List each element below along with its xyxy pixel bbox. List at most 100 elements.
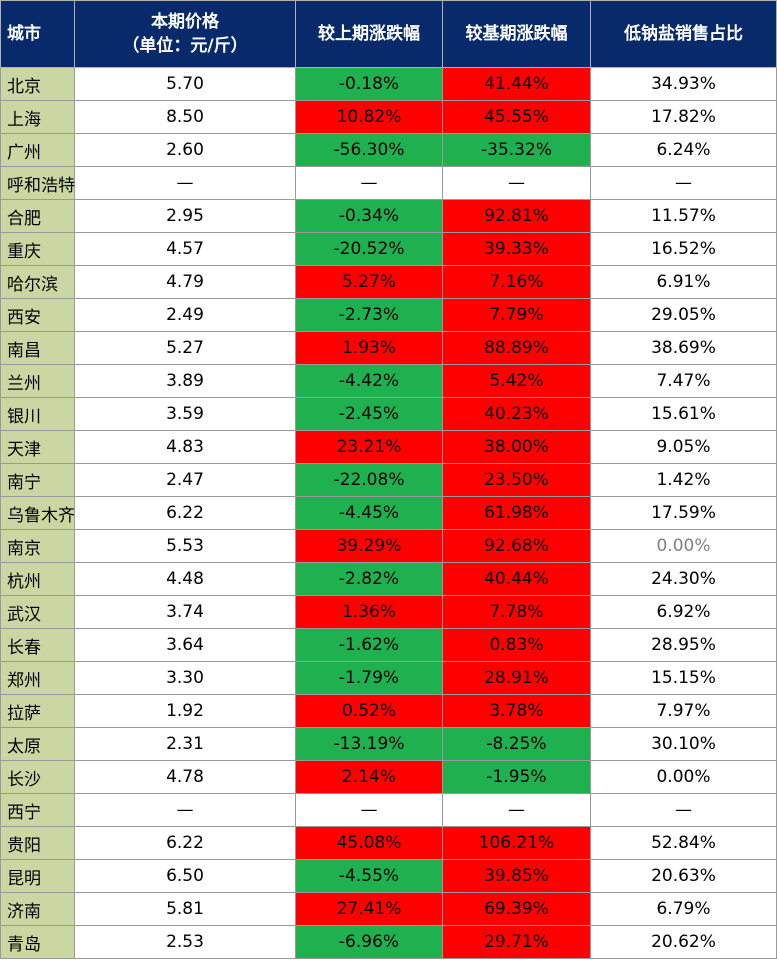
vs-last-cell: -1.62% bbox=[295, 628, 443, 662]
vs-last-cell: -0.18% bbox=[295, 67, 443, 101]
low-sodium-cell: 16.52% bbox=[590, 232, 777, 266]
vs-base-cell: 29.71% bbox=[442, 925, 591, 959]
price-cell: 4.79 bbox=[74, 265, 296, 299]
price-cell: 6.50 bbox=[74, 859, 296, 893]
table-row: 兰州 3.89 -4.42% 5.42% 7.47% bbox=[0, 364, 777, 398]
low-sodium-cell: 20.62% bbox=[590, 925, 777, 959]
city-cell: 青岛 bbox=[0, 925, 75, 959]
vs-base-cell: 5.42% bbox=[442, 364, 591, 398]
city-cell: 上海 bbox=[0, 100, 75, 134]
price-cell: 1.92 bbox=[74, 694, 296, 728]
vs-last-cell: 1.93% bbox=[295, 331, 443, 365]
table-row: 贵阳 6.22 45.08% 106.21% 52.84% bbox=[0, 826, 777, 860]
vs-base-cell: 41.44% bbox=[442, 67, 591, 101]
vs-base-cell: -35.32% bbox=[442, 133, 591, 167]
table-body: 北京 5.70 -0.18% 41.44% 34.93% 上海 8.50 10.82% 45.5… bbox=[0, 67, 777, 959]
price-cell: 3.59 bbox=[74, 397, 296, 431]
price-cell: 5.27 bbox=[74, 331, 296, 365]
table-row: 南宁 2.47 -22.08% 23.50% 1.42% bbox=[0, 463, 777, 497]
low-sodium-cell: 15.15% bbox=[590, 661, 777, 695]
low-sodium-cell: — bbox=[590, 166, 777, 200]
vs-base-cell: 45.55% bbox=[442, 100, 591, 134]
table-row: 哈尔滨 4.79 5.27% 7.16% 6.91% bbox=[0, 265, 777, 299]
city-cell: 广州 bbox=[0, 133, 75, 167]
header-vs-last: 较上期涨跌幅 bbox=[295, 0, 443, 68]
vs-last-cell: 0.52% bbox=[295, 694, 443, 728]
price-cell: 5.53 bbox=[74, 529, 296, 563]
vs-last-cell: -22.08% bbox=[295, 463, 443, 497]
low-sodium-cell: 6.79% bbox=[590, 892, 777, 926]
table-row: 上海 8.50 10.82% 45.55% 17.82% bbox=[0, 100, 777, 134]
table-row: 乌鲁木齐 6.22 -4.45% 61.98% 17.59% bbox=[0, 496, 777, 530]
table-row: 拉萨 1.92 0.52% 3.78% 7.97% bbox=[0, 694, 777, 728]
low-sodium-cell: 17.59% bbox=[590, 496, 777, 530]
table-row: 青岛 2.53 -6.96% 29.71% 20.62% bbox=[0, 925, 777, 959]
table-row: 郑州 3.30 -1.79% 28.91% 15.15% bbox=[0, 661, 777, 695]
low-sodium-cell: 34.93% bbox=[590, 67, 777, 101]
city-cell: 银川 bbox=[0, 397, 75, 431]
vs-base-cell: 92.81% bbox=[442, 199, 591, 233]
vs-base-cell: 23.50% bbox=[442, 463, 591, 497]
price-cell: 6.22 bbox=[74, 826, 296, 860]
price-cell: 3.30 bbox=[74, 661, 296, 695]
low-sodium-cell: 7.97% bbox=[590, 694, 777, 728]
vs-base-cell: 92.68% bbox=[442, 529, 591, 563]
price-cell: 4.83 bbox=[74, 430, 296, 464]
vs-last-cell: -2.73% bbox=[295, 298, 443, 332]
vs-last-cell: -4.55% bbox=[295, 859, 443, 893]
table-row: 济南 5.81 27.41% 69.39% 6.79% bbox=[0, 892, 777, 926]
table-row: 重庆 4.57 -20.52% 39.33% 16.52% bbox=[0, 232, 777, 266]
city-cell: 长春 bbox=[0, 628, 75, 662]
table-row: 长沙 4.78 2.14% -1.95% 0.00% bbox=[0, 760, 777, 794]
price-cell: 4.48 bbox=[74, 562, 296, 596]
city-cell: 南昌 bbox=[0, 331, 75, 365]
vs-base-cell: 69.39% bbox=[442, 892, 591, 926]
price-cell: 3.64 bbox=[74, 628, 296, 662]
vs-last-cell: -1.79% bbox=[295, 661, 443, 695]
vs-base-cell: 38.00% bbox=[442, 430, 591, 464]
table-row: 南昌 5.27 1.93% 88.89% 38.69% bbox=[0, 331, 777, 365]
low-sodium-cell: 17.82% bbox=[590, 100, 777, 134]
price-cell: 5.81 bbox=[74, 892, 296, 926]
low-sodium-cell: 24.30% bbox=[590, 562, 777, 596]
low-sodium-cell: 0.00% bbox=[590, 529, 777, 563]
vs-last-cell: -13.19% bbox=[295, 727, 443, 761]
low-sodium-cell: 1.42% bbox=[590, 463, 777, 497]
table-row: 北京 5.70 -0.18% 41.44% 34.93% bbox=[0, 67, 777, 101]
price-cell: 3.74 bbox=[74, 595, 296, 629]
vs-base-cell: 7.16% bbox=[442, 265, 591, 299]
vs-base-cell: 0.83% bbox=[442, 628, 591, 662]
vs-last-cell: — bbox=[295, 793, 443, 827]
price-cell: 2.31 bbox=[74, 727, 296, 761]
table-row: 天津 4.83 23.21% 38.00% 9.05% bbox=[0, 430, 777, 464]
vs-base-cell: 106.21% bbox=[442, 826, 591, 860]
vs-base-cell: 28.91% bbox=[442, 661, 591, 695]
vs-base-cell: 40.44% bbox=[442, 562, 591, 596]
city-cell: 长沙 bbox=[0, 760, 75, 794]
table-row: 广州 2.60 -56.30% -35.32% 6.24% bbox=[0, 133, 777, 167]
city-cell: 拉萨 bbox=[0, 694, 75, 728]
city-cell: 哈尔滨 bbox=[0, 265, 75, 299]
low-sodium-cell: 20.63% bbox=[590, 859, 777, 893]
price-cell: 2.47 bbox=[74, 463, 296, 497]
city-cell: 济南 bbox=[0, 892, 75, 926]
table-header: 城市 本期价格 （单位：元/斤） 较上期涨跌幅 较基期涨跌幅 低钠盐销售占比 bbox=[0, 0, 777, 68]
city-cell: 乌鲁木齐 bbox=[0, 496, 75, 530]
price-cell: 5.70 bbox=[74, 67, 296, 101]
city-cell: 北京 bbox=[0, 67, 75, 101]
price-cell: — bbox=[74, 793, 296, 827]
vs-base-cell: 39.85% bbox=[442, 859, 591, 893]
header-price-unit: （单位：元/斤） bbox=[122, 36, 248, 56]
vs-last-cell: 10.82% bbox=[295, 100, 443, 134]
price-cell: 4.57 bbox=[74, 232, 296, 266]
city-cell: 兰州 bbox=[0, 364, 75, 398]
header-low-sodium: 低钠盐销售占比 bbox=[590, 0, 777, 68]
low-sodium-cell: 30.10% bbox=[590, 727, 777, 761]
vs-base-cell: 88.89% bbox=[442, 331, 591, 365]
price-cell: 2.49 bbox=[74, 298, 296, 332]
vs-last-cell: -2.82% bbox=[295, 562, 443, 596]
table-row: 武汉 3.74 1.36% 7.78% 6.92% bbox=[0, 595, 777, 629]
low-sodium-cell: — bbox=[590, 793, 777, 827]
price-cell: — bbox=[74, 166, 296, 200]
city-cell: 南京 bbox=[0, 529, 75, 563]
